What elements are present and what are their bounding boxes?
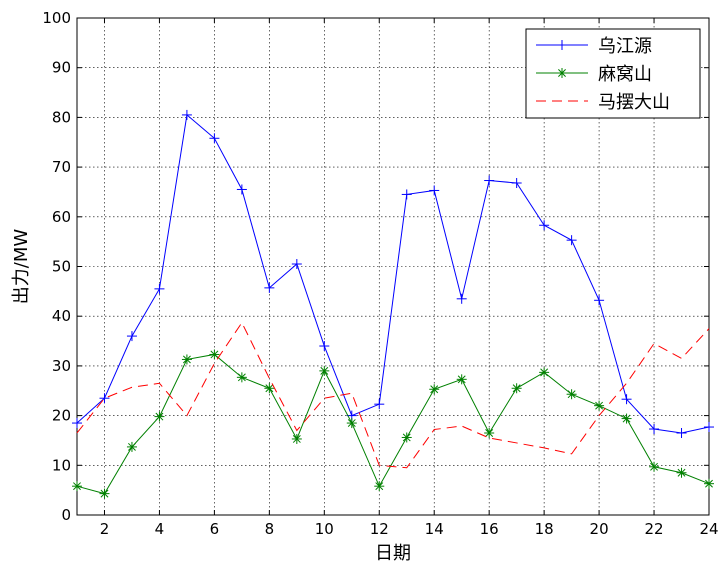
x-tick-label: 4 bbox=[155, 520, 165, 538]
series-2-point bbox=[236, 372, 247, 383]
series-2-point bbox=[209, 349, 220, 360]
x-tick-label: 20 bbox=[590, 520, 609, 538]
y-tick-label: 100 bbox=[42, 9, 71, 27]
series-1-point bbox=[236, 184, 247, 195]
series-2-point bbox=[511, 383, 522, 394]
series-1-point bbox=[401, 189, 412, 200]
series-1-point bbox=[539, 220, 550, 231]
series-1-point bbox=[649, 424, 660, 435]
legend-entry: 乌江源 bbox=[536, 36, 652, 57]
series-2-point bbox=[72, 481, 82, 492]
x-axis-label: 日期 bbox=[375, 543, 411, 563]
x-tick-label: 14 bbox=[425, 520, 444, 538]
legend-label: 马摆大山 bbox=[598, 92, 670, 113]
series-2-point bbox=[374, 481, 385, 492]
x-tick-label: 10 bbox=[315, 520, 334, 538]
x-axis-tick-labels: 2 4 6 8 10 12 14 16 18 20 22 24 bbox=[100, 520, 719, 538]
series-2-point bbox=[704, 478, 714, 489]
series-2-point bbox=[401, 432, 412, 443]
series-1-point bbox=[594, 295, 605, 306]
series-2-point bbox=[99, 488, 110, 499]
series-layer bbox=[72, 109, 714, 499]
series-2-line bbox=[76, 353, 710, 495]
y-tick-label: 80 bbox=[52, 108, 71, 126]
series-3-line bbox=[76, 321, 710, 469]
series-1-point bbox=[676, 427, 687, 438]
y-tick-label: 30 bbox=[52, 357, 71, 375]
series-1-point bbox=[99, 393, 110, 404]
series-2-point bbox=[484, 427, 495, 438]
series-1-point bbox=[72, 418, 82, 429]
x-tick-label: 16 bbox=[480, 520, 499, 538]
series-2-point bbox=[264, 383, 275, 394]
series-2-point bbox=[181, 354, 192, 365]
legend-entry: 马摆大山 bbox=[536, 92, 670, 113]
series-2-point bbox=[291, 433, 302, 444]
series-1 bbox=[72, 109, 714, 438]
series-1-point bbox=[429, 185, 440, 196]
series-2-point bbox=[154, 411, 165, 422]
series-1-point bbox=[291, 259, 302, 270]
x-tick-label: 6 bbox=[210, 520, 220, 538]
y-tick-label: 10 bbox=[52, 456, 71, 474]
legend-marker bbox=[557, 40, 567, 50]
x-tick-label: 12 bbox=[370, 520, 389, 538]
y-tick-label: 70 bbox=[52, 158, 71, 176]
legend-marker bbox=[557, 68, 567, 78]
y-tick-label: 40 bbox=[52, 307, 71, 325]
series-1-point bbox=[704, 422, 714, 433]
x-tick-label: 18 bbox=[535, 520, 554, 538]
series-2-point bbox=[594, 400, 605, 411]
y-axis-label: 出力/MW bbox=[11, 229, 32, 305]
series-1-point bbox=[181, 109, 192, 120]
y-tick-label: 90 bbox=[52, 59, 71, 77]
series-1-point bbox=[209, 133, 220, 144]
y-axis-tick-labels: 0 10 20 30 40 50 60 70 80 90 100 bbox=[42, 9, 71, 524]
y-tick-label: 50 bbox=[52, 258, 71, 276]
series-1-point bbox=[319, 341, 330, 352]
series-2-point bbox=[346, 418, 357, 429]
x-tick-label: 24 bbox=[699, 520, 718, 538]
y-tick-label: 60 bbox=[52, 208, 71, 226]
y-tick-label: 20 bbox=[52, 407, 71, 425]
series-1-point bbox=[511, 178, 522, 189]
series-1-point bbox=[154, 283, 165, 294]
series-2-point bbox=[676, 467, 687, 478]
axis-ticks bbox=[77, 17, 710, 516]
series-1-point bbox=[484, 175, 495, 186]
legend-label: 麻窝山 bbox=[598, 64, 652, 85]
series-3 bbox=[76, 321, 710, 469]
x-tick-label: 2 bbox=[100, 520, 110, 538]
series-2-point bbox=[319, 365, 330, 376]
x-tick-label: 8 bbox=[265, 520, 275, 538]
series-2-point bbox=[539, 367, 550, 378]
series-1-point bbox=[374, 399, 385, 410]
series-1-point bbox=[621, 394, 632, 405]
legend-entry: 麻窝山 bbox=[536, 64, 652, 85]
series-2 bbox=[72, 349, 714, 499]
series-1-line bbox=[76, 113, 710, 434]
series-2-point bbox=[649, 461, 660, 472]
series-1-point bbox=[126, 331, 137, 342]
series-2-point bbox=[456, 374, 467, 385]
y-tick-label: 0 bbox=[61, 506, 71, 524]
series-1-point bbox=[264, 282, 275, 293]
series-1-point bbox=[456, 293, 467, 304]
series-2-point bbox=[429, 384, 440, 395]
series-2-point bbox=[126, 441, 137, 452]
legend-label: 乌江源 bbox=[598, 36, 652, 57]
series-1-point bbox=[566, 235, 577, 246]
series-2-point bbox=[566, 389, 577, 400]
x-tick-label: 22 bbox=[644, 520, 663, 538]
series-2-point bbox=[621, 413, 632, 424]
